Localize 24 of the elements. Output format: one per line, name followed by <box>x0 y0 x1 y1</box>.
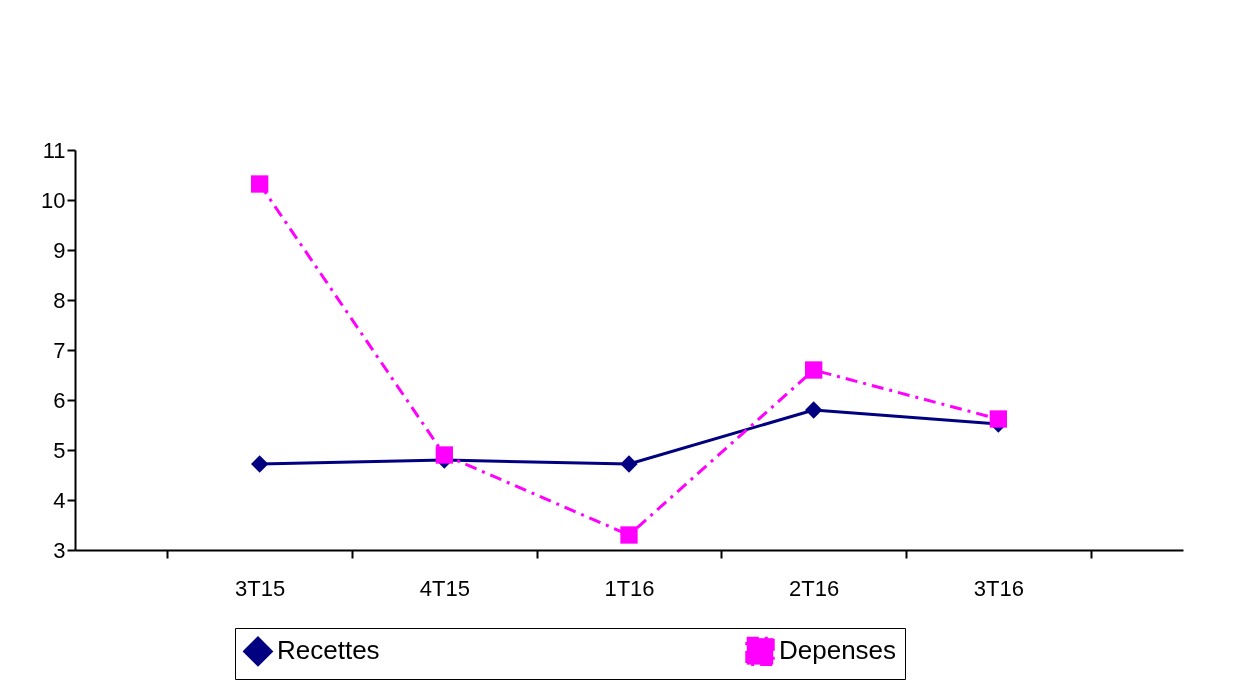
x-tick-label: 3T16 <box>973 575 1024 601</box>
point <box>620 455 638 473</box>
y-tick-label: 3 <box>53 537 66 563</box>
point <box>805 401 823 419</box>
y-tick-label: 9 <box>53 237 66 263</box>
x-tick-label: 3T15 <box>235 575 286 601</box>
point <box>989 410 1007 428</box>
x-tick-label: 1T16 <box>604 575 655 601</box>
point <box>805 361 823 379</box>
point <box>251 455 269 473</box>
y-tick-label: 10 <box>41 187 66 213</box>
legend-label: Recettes <box>277 635 380 666</box>
y-tick-label: 11 <box>42 137 66 163</box>
x-tick-label: 4T15 <box>419 575 470 601</box>
point <box>620 526 638 544</box>
y-tick-label: 6 <box>53 387 66 413</box>
x-tick-label: 2T16 <box>789 575 840 601</box>
legend-label: Depenses <box>779 635 897 666</box>
y-tick-label: 4 <box>53 487 66 513</box>
y-tick-label: 5 <box>53 437 66 463</box>
point <box>251 175 269 193</box>
y-tick-label: 7 <box>53 337 66 363</box>
point <box>435 446 453 464</box>
y-tick-label: 8 <box>53 287 66 313</box>
